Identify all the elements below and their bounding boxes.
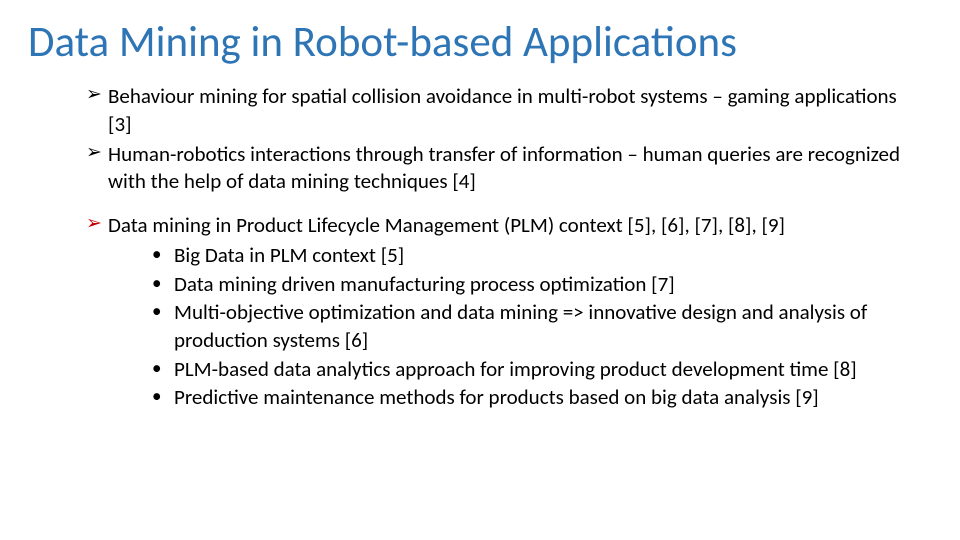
bullet-dot-icon: • xyxy=(152,384,161,409)
sub-bullet-1: • Big Data in PLM context [5] xyxy=(152,242,912,270)
bullet-2-text: Human-robotics interactions through tran… xyxy=(108,141,900,195)
sub-bullet-3-text: Multi-objective optimization and data mi… xyxy=(174,299,867,353)
spacer xyxy=(86,198,912,212)
sub-bullet-5-text: Predictive maintenance methods for produ… xyxy=(174,384,819,410)
slide: Data Mining in Robot-based Applications … xyxy=(0,0,960,540)
slide-title: Data Mining in Robot-based Applications xyxy=(28,18,932,65)
sub-bullet-4-text: PLM-based data analytics approach for im… xyxy=(174,356,857,382)
bullet-3: ➢ Data mining in Product Lifecycle Manag… xyxy=(86,212,912,412)
bullet-1-text: Behaviour mining for spatial collision a… xyxy=(108,83,897,137)
bullet-3-text: Data mining in Product Lifecycle Managem… xyxy=(108,212,785,238)
bullet-dot-icon: • xyxy=(152,271,161,296)
sub-bullet-3: • Multi-objective optimization and data … xyxy=(152,299,912,354)
bullet-dot-icon: • xyxy=(152,299,161,324)
arrow-icon: ➢ xyxy=(86,85,102,104)
bullet-2: ➢ Human-robotics interactions through tr… xyxy=(86,141,912,196)
bullet-1: ➢ Behaviour mining for spatial collision… xyxy=(86,83,912,138)
sub-bullet-1-text: Big Data in PLM context [5] xyxy=(174,242,404,268)
arrow-icon: ➢ xyxy=(86,143,102,162)
sub-bullet-2: • Data mining driven manufacturing proce… xyxy=(152,271,912,299)
bullet-dot-icon: • xyxy=(152,242,161,267)
arrow-icon-accent: ➢ xyxy=(86,214,102,233)
sub-bullet-4: • PLM-based data analytics approach for … xyxy=(152,356,912,384)
bullet-dot-icon: • xyxy=(152,356,161,381)
sub-bullet-2-text: Data mining driven manufacturing process… xyxy=(174,271,675,297)
slide-content: ➢ Behaviour mining for spatial collision… xyxy=(28,83,932,412)
sub-bullet-5: • Predictive maintenance methods for pro… xyxy=(152,384,912,412)
sub-bullet-list: • Big Data in PLM context [5] • Data min… xyxy=(108,242,912,412)
